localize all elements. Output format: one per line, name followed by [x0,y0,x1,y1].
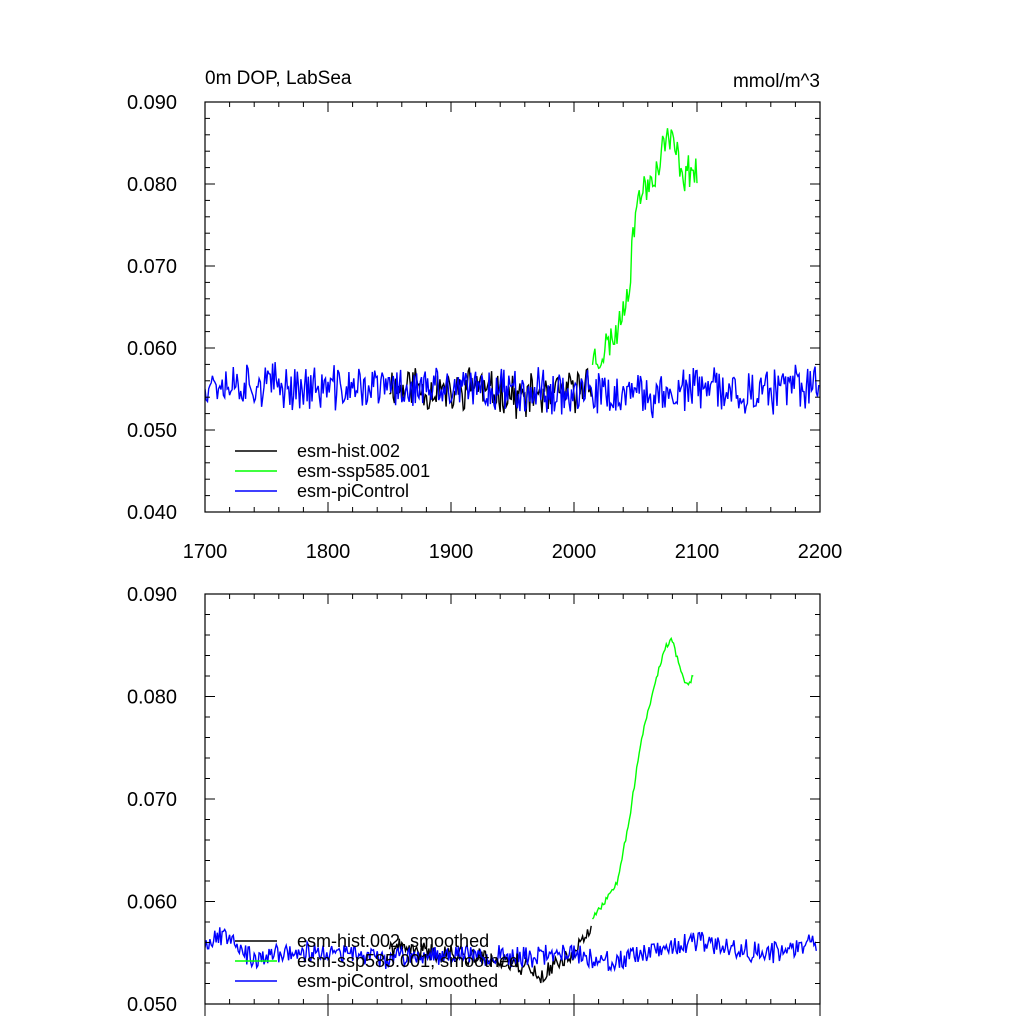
y-tick-label: 0.090 [127,584,177,606]
bottom-panel: 0.050 0.060 0.070 0.080 0.090 esm-hist.002, s… [127,584,821,1016]
y-tick-label: 0.090 [127,92,177,114]
y-tick-label: 0.060 [127,892,177,914]
y-tick-label: 0.050 [127,420,177,442]
x-tick-label: 2000 [552,541,597,563]
y-tick-label: 0.080 [127,687,177,709]
legend-entry: esm-ssp585.001 [297,461,430,481]
y-tick-label: 0.080 [127,174,177,196]
x-tick-label: 1900 [429,541,474,563]
series-line-1-2 [205,927,817,973]
legend-entry: esm-ssp585.001, smoothed [297,951,519,971]
top-panel: 1700 1800 1900 2000 2100 2200 0.040 0.050 0.060 0… [127,68,842,563]
plot-frame [204,101,821,513]
chart-title: 0m DOP, LabSea [205,68,352,89]
x-tick-label: 2200 [798,541,843,563]
series-line-0-2 [205,362,820,419]
y-tick-label: 0.060 [127,338,177,360]
legend-entry: esm-hist.002 [297,441,400,461]
legend-entry: esm-piControl, smoothed [297,971,498,991]
y-tick-label: 0.070 [127,256,177,278]
units-label: mmol/m^3 [733,71,820,92]
series-line-1-1 [591,636,694,920]
legend-entry: esm-piControl [297,481,409,501]
x-tick-label: 1700 [183,541,228,563]
y-tick-label: 0.040 [127,502,177,524]
series-line-0-1 [591,128,698,370]
x-tick-label: 2100 [675,541,720,563]
x-tick-label: 1800 [306,541,351,563]
legend-entry: esm-hist.002, smoothed [297,931,489,951]
series-line-1-0 [388,925,592,984]
y-tick-label: 0.050 [127,994,177,1016]
y-tick-label: 0.070 [127,789,177,811]
